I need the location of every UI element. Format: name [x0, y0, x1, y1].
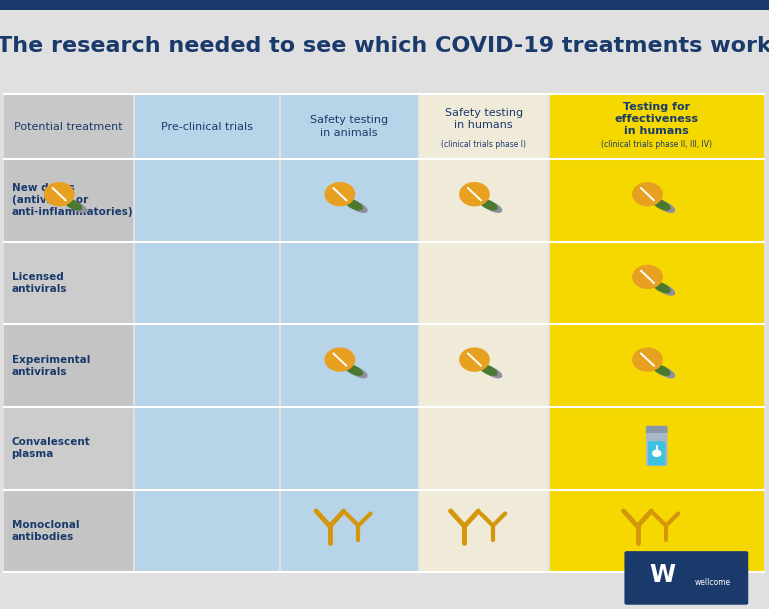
Circle shape [459, 347, 490, 371]
FancyBboxPatch shape [4, 490, 133, 572]
Ellipse shape [345, 199, 363, 211]
Ellipse shape [479, 364, 498, 376]
Circle shape [325, 347, 355, 371]
Text: Potential treatment: Potential treatment [14, 122, 123, 132]
FancyBboxPatch shape [135, 94, 279, 572]
Text: Licensed
antivirals: Licensed antivirals [12, 272, 67, 294]
Ellipse shape [657, 284, 675, 296]
Text: wellcome: wellcome [694, 579, 731, 588]
Text: Testing for
effectiveness
in humans: Testing for effectiveness in humans [614, 102, 699, 136]
Text: Safety testing
in animals: Safety testing in animals [310, 116, 388, 138]
Ellipse shape [484, 367, 502, 378]
Text: The research needed to see which COVID-19 treatments work: The research needed to see which COVID-1… [0, 36, 769, 56]
Ellipse shape [484, 201, 502, 213]
Circle shape [325, 182, 355, 206]
FancyBboxPatch shape [646, 430, 667, 466]
Ellipse shape [68, 201, 87, 213]
FancyBboxPatch shape [281, 94, 418, 572]
Ellipse shape [657, 367, 675, 378]
Circle shape [652, 449, 661, 457]
Circle shape [44, 182, 75, 206]
Text: (clinical trials phase II, III, IV): (clinical trials phase II, III, IV) [601, 140, 712, 149]
Ellipse shape [479, 199, 498, 211]
Ellipse shape [652, 199, 671, 211]
FancyBboxPatch shape [0, 0, 769, 10]
Circle shape [632, 265, 663, 289]
Text: New drugs
(antivirals or
anti-inflammatories): New drugs (antivirals or anti-inflammato… [12, 183, 133, 217]
Ellipse shape [64, 199, 82, 211]
FancyBboxPatch shape [550, 94, 764, 572]
FancyBboxPatch shape [4, 407, 133, 490]
FancyBboxPatch shape [624, 551, 748, 605]
Ellipse shape [657, 201, 675, 213]
Circle shape [632, 347, 663, 371]
Text: Convalescent
plasma: Convalescent plasma [12, 437, 90, 459]
Text: Experimental
antivirals: Experimental antivirals [12, 354, 90, 377]
FancyBboxPatch shape [419, 94, 548, 572]
FancyBboxPatch shape [4, 159, 133, 242]
Ellipse shape [349, 201, 368, 213]
Ellipse shape [652, 281, 671, 294]
Ellipse shape [345, 364, 363, 376]
Text: (clinical trials phase I): (clinical trials phase I) [441, 140, 526, 149]
Circle shape [632, 182, 663, 206]
Ellipse shape [652, 364, 671, 376]
FancyBboxPatch shape [4, 94, 133, 572]
Text: W: W [650, 563, 675, 587]
Circle shape [459, 182, 490, 206]
FancyBboxPatch shape [4, 325, 133, 407]
Text: Monoclonal
antibodies: Monoclonal antibodies [12, 520, 79, 542]
Text: Safety testing
in humans: Safety testing in humans [444, 108, 523, 130]
Text: Pre-clinical trials: Pre-clinical trials [161, 122, 253, 132]
FancyBboxPatch shape [646, 426, 667, 433]
Ellipse shape [349, 367, 368, 378]
FancyBboxPatch shape [648, 442, 665, 465]
FancyBboxPatch shape [4, 242, 133, 325]
